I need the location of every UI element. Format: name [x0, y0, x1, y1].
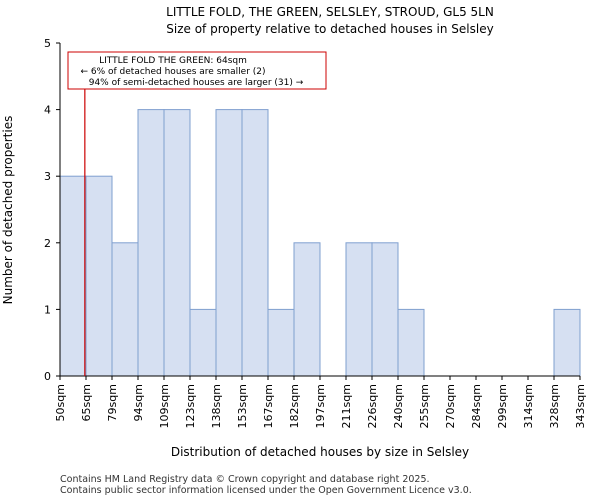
x-tick-label: 182sqm [288, 384, 301, 428]
x-tick-label: 226sqm [366, 384, 379, 428]
x-tick-label: 79sqm [106, 384, 119, 421]
x-tick-label: 211sqm [340, 384, 353, 428]
bar-138sqm [215, 109, 243, 377]
x-tick-label: 270sqm [444, 384, 457, 428]
y-tick-label: 3 [44, 170, 51, 183]
bar-153sqm [241, 109, 269, 377]
chart-title: LITTLE FOLD, THE GREEN, SELSLEY, STROUD,… [166, 5, 494, 19]
x-tick-label: 153sqm [236, 384, 249, 428]
bar-211sqm [345, 242, 373, 377]
chart-subtitle: Size of property relative to detached ho… [166, 22, 493, 36]
bar-328sqm [553, 308, 581, 377]
x-tick-label: 65sqm [80, 384, 93, 421]
bar-167sqm [267, 308, 295, 377]
x-tick-label: 284sqm [470, 384, 483, 428]
annotation-line-2: ← 6% of detached houses are smaller (2) [80, 67, 265, 77]
bar-240sqm [397, 308, 425, 377]
x-tick-label: 167sqm [262, 384, 275, 428]
x-tick-label: 197sqm [314, 384, 327, 428]
y-tick-label: 1 [44, 303, 51, 316]
annotation-line-1: LITTLE FOLD THE GREEN: 64sqm [99, 56, 247, 66]
bar-94sqm [137, 109, 165, 377]
x-tick-label: 299sqm [496, 384, 509, 428]
footer-copyright: Contains HM Land Registry data © Crown c… [60, 474, 430, 485]
y-axis-label: Number of detached properties [1, 116, 15, 305]
x-tick-label: 240sqm [392, 384, 405, 428]
x-tick-label: 343sqm [574, 384, 587, 428]
y-tick-label: 0 [44, 370, 51, 383]
bar-79sqm [111, 242, 139, 377]
x-tick-label: 255sqm [418, 384, 431, 428]
x-tick-label: 94sqm [132, 384, 145, 421]
x-tick-label: 123sqm [184, 384, 197, 428]
histogram-chart: LITTLE FOLD, THE GREEN, SELSLEY, STROUD,… [1, 5, 587, 459]
annotation-box: LITTLE FOLD THE GREEN: 64sqm ← 6% of det… [67, 51, 327, 90]
bar-109sqm [163, 109, 191, 377]
bar-50sqm [59, 175, 87, 377]
bar-226sqm [371, 242, 399, 377]
x-tick-label: 109sqm [158, 384, 171, 428]
footer-licence: Contains public sector information licen… [60, 485, 472, 496]
x-axis-label: Distribution of detached houses by size … [171, 445, 469, 459]
x-tick-label: 314sqm [522, 384, 535, 428]
bar-182sqm [293, 242, 321, 377]
y-tick-label: 2 [44, 237, 51, 250]
bar-123sqm [189, 308, 217, 377]
y-tick-label: 4 [44, 104, 51, 117]
y-tick-label: 5 [44, 37, 51, 50]
x-tick-label: 50sqm [54, 384, 67, 421]
x-tick-label: 328sqm [548, 384, 561, 428]
annotation-line-3: 94% of semi-detached houses are larger (… [89, 78, 304, 88]
bar-65sqm [85, 175, 113, 377]
x-tick-label: 138sqm [210, 384, 223, 428]
